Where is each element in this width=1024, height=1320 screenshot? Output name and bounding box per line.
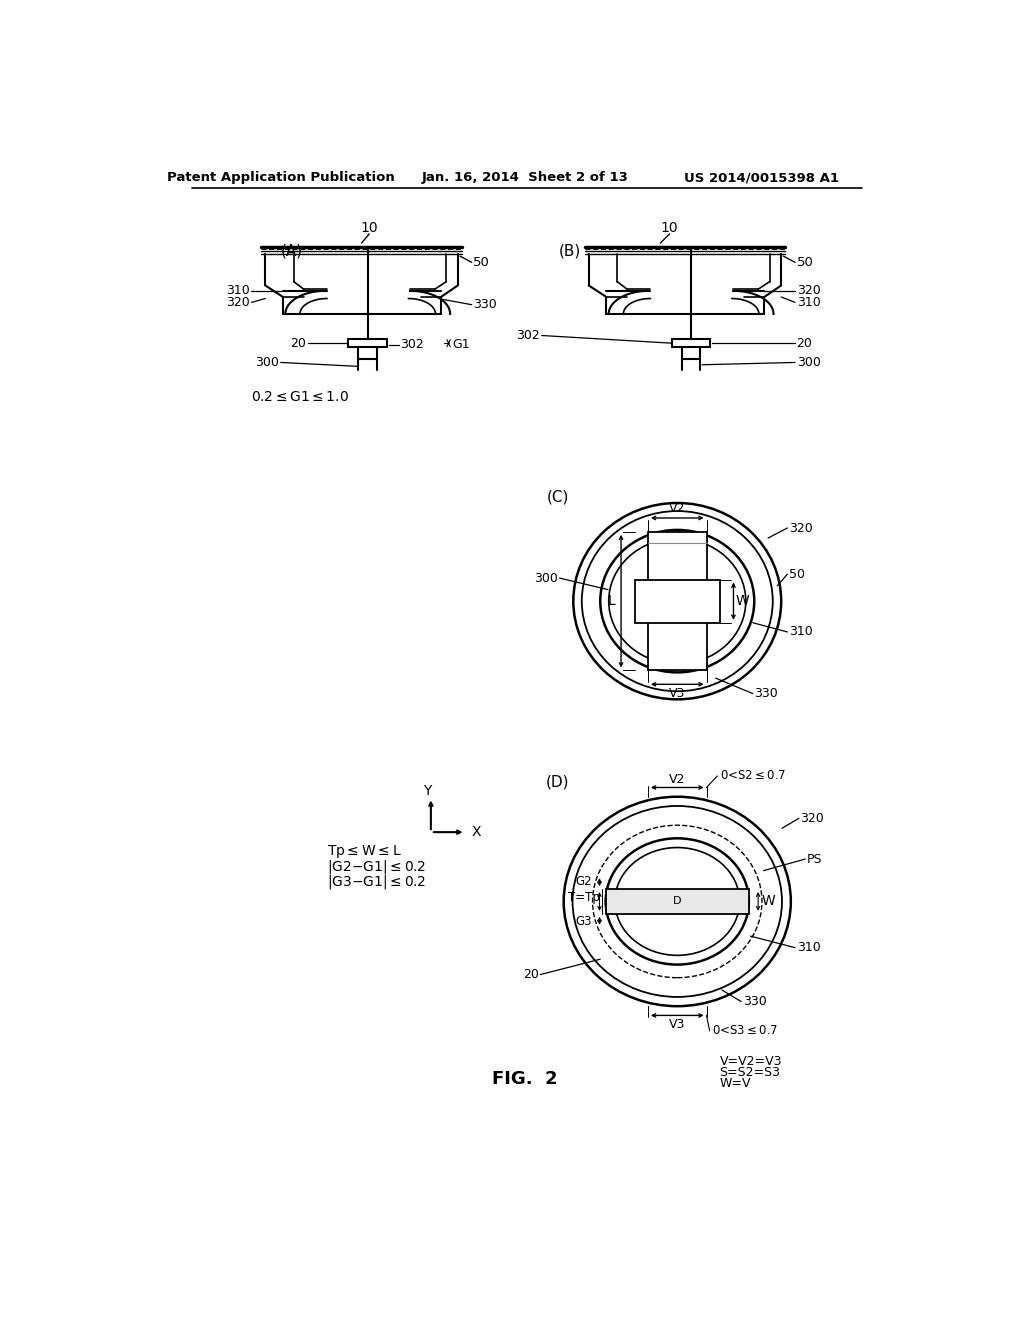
Text: 50: 50 <box>473 256 490 269</box>
Text: 302: 302 <box>516 329 541 342</box>
Text: G2: G2 <box>575 875 593 888</box>
Text: 310: 310 <box>797 941 820 954</box>
Text: 20: 20 <box>797 337 812 350</box>
Text: 330: 330 <box>742 995 766 1008</box>
Text: (D): (D) <box>546 775 569 789</box>
Text: Jan. 16, 2014  Sheet 2 of 13: Jan. 16, 2014 Sheet 2 of 13 <box>421 172 629 185</box>
Text: 320: 320 <box>797 284 820 297</box>
Text: 300: 300 <box>255 356 280 370</box>
Text: PS: PS <box>807 853 822 866</box>
Text: 302: 302 <box>400 338 424 351</box>
Text: V=V2=V3: V=V2=V3 <box>720 1055 782 1068</box>
Text: V3: V3 <box>669 686 685 700</box>
Text: V2: V2 <box>669 502 685 515</box>
Text: L: L <box>608 594 615 609</box>
Text: Y: Y <box>423 784 431 799</box>
Text: |G3$-$G1|$\leq$0.2: |G3$-$G1|$\leq$0.2 <box>327 874 426 891</box>
Text: W=V: W=V <box>720 1077 752 1090</box>
Text: |G2$-$G1|$\leq$0.2: |G2$-$G1|$\leq$0.2 <box>327 858 426 875</box>
Text: Tp$\leq$W$\leq$L: Tp$\leq$W$\leq$L <box>327 843 401 859</box>
Text: W: W <box>761 895 775 908</box>
Text: 330: 330 <box>755 686 778 700</box>
Text: 320: 320 <box>801 812 824 825</box>
Text: 10: 10 <box>660 220 678 235</box>
Text: (A): (A) <box>282 243 303 259</box>
Text: 330: 330 <box>473 298 497 312</box>
Text: 20: 20 <box>523 968 539 981</box>
Bar <box>648 532 707 671</box>
Text: 310: 310 <box>226 284 250 297</box>
Circle shape <box>667 891 688 912</box>
Text: 310: 310 <box>797 296 820 309</box>
Text: 10: 10 <box>360 220 378 235</box>
Text: 50: 50 <box>797 256 813 269</box>
Text: 20: 20 <box>290 337 306 350</box>
Text: 310: 310 <box>788 626 813 639</box>
Text: V3: V3 <box>669 1018 685 1031</box>
Text: 0<S2$\leq$0.7: 0<S2$\leq$0.7 <box>720 770 785 783</box>
Text: G1: G1 <box>453 338 470 351</box>
Text: (C): (C) <box>547 490 569 504</box>
Text: 300: 300 <box>535 572 558 585</box>
Text: Patent Application Publication: Patent Application Publication <box>167 172 394 185</box>
Text: US 2014/0015398 A1: US 2014/0015398 A1 <box>684 172 840 185</box>
Text: X: X <box>472 825 481 840</box>
Text: D: D <box>673 896 682 907</box>
Text: 300: 300 <box>797 356 820 370</box>
Text: W: W <box>736 594 750 609</box>
Text: G3: G3 <box>575 915 592 928</box>
Text: 0<S3$\leq$0.7: 0<S3$\leq$0.7 <box>712 1024 777 1038</box>
Text: S=S2=S3: S=S2=S3 <box>720 1065 780 1078</box>
Text: 50: 50 <box>788 568 805 581</box>
Text: 320: 320 <box>226 296 250 309</box>
Bar <box>635 579 720 623</box>
Bar <box>605 890 749 913</box>
Text: 320: 320 <box>788 521 813 535</box>
Text: T=Tp: T=Tp <box>568 891 600 904</box>
Text: (B): (B) <box>558 243 581 259</box>
Text: 0.2$\leq$G1$\leq$1.0: 0.2$\leq$G1$\leq$1.0 <box>251 391 349 404</box>
Text: FIG.  2: FIG. 2 <box>492 1069 558 1088</box>
Text: V2: V2 <box>669 774 685 787</box>
